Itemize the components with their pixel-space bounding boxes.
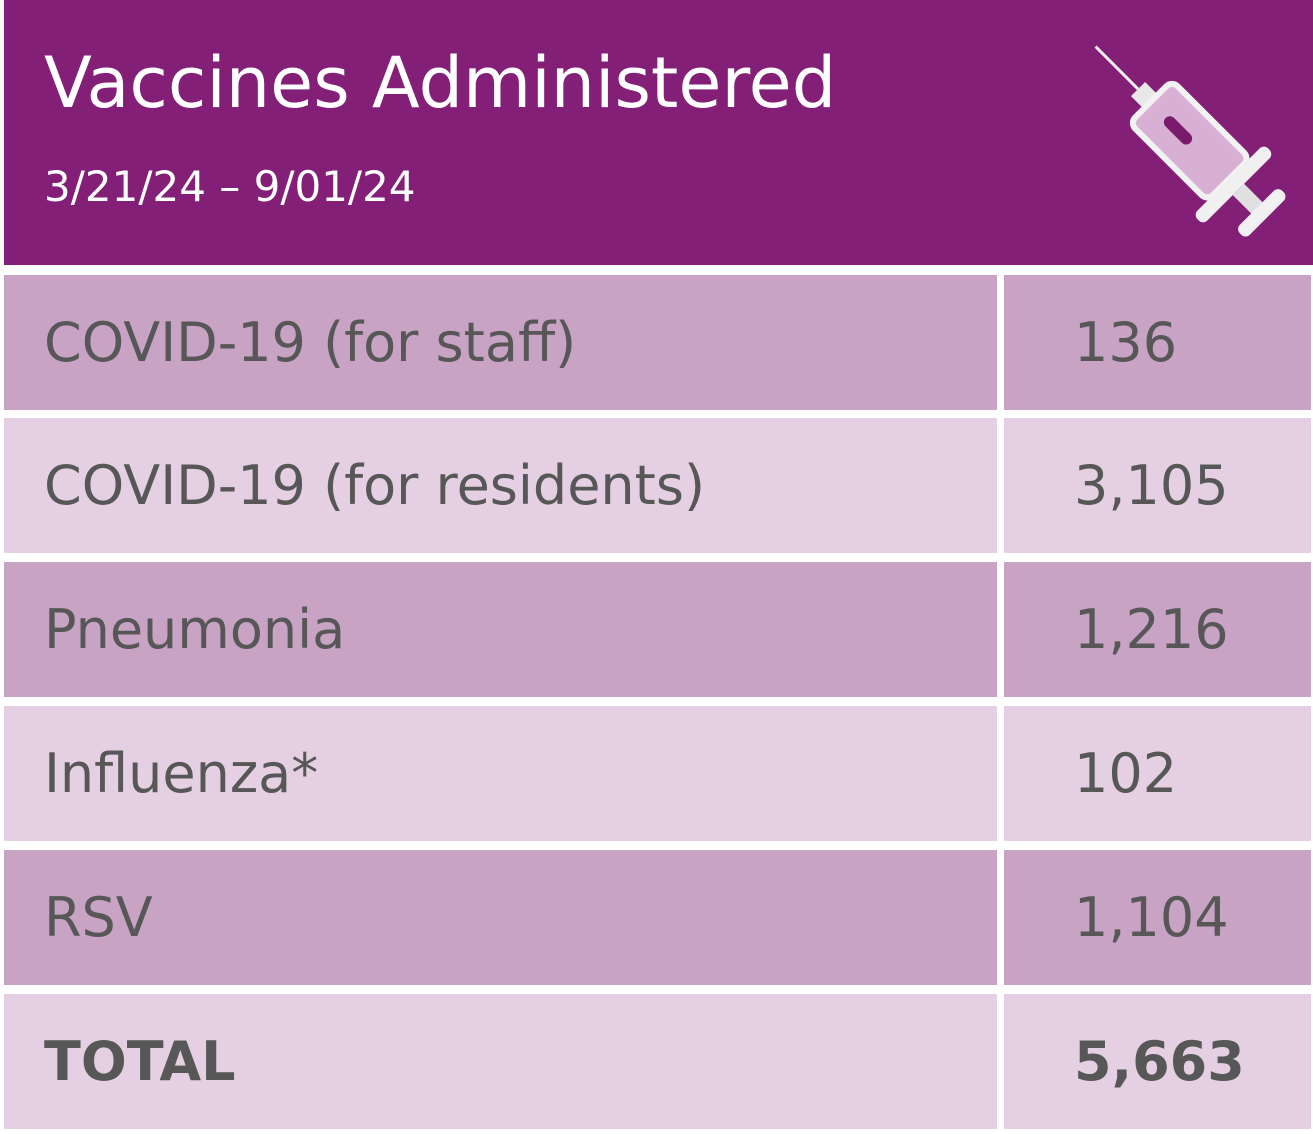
vaccine-count: 1,216 bbox=[1004, 562, 1311, 697]
vaccine-count: 3,105 bbox=[1004, 418, 1311, 553]
vaccine-count: 136 bbox=[1004, 275, 1311, 410]
table-row: Pneumonia 1,216 bbox=[0, 562, 1313, 697]
table-row: RSV 1,104 bbox=[0, 850, 1313, 985]
vaccine-count: 1,104 bbox=[1004, 850, 1311, 985]
table-row: COVID-19 (for staff) 136 bbox=[0, 275, 1313, 410]
subtitle: 3/21/24 – 9/01/24 bbox=[44, 162, 416, 211]
vaccine-name: Influenza* bbox=[4, 706, 997, 841]
vaccine-name: RSV bbox=[4, 850, 997, 985]
syringe-icon bbox=[1094, 45, 1286, 237]
header: Vaccines Administered 3/21/24 – 9/01/24 bbox=[4, 0, 1313, 265]
table-row: Influenza* 102 bbox=[0, 706, 1313, 841]
table-row: TOTAL 5,663 bbox=[0, 994, 1313, 1129]
title: Vaccines Administered bbox=[44, 42, 837, 124]
table-row: COVID-19 (for residents) 3,105 bbox=[0, 418, 1313, 553]
vaccine-name: COVID-19 (for staff) bbox=[4, 275, 997, 410]
vaccine-name: Pneumonia bbox=[4, 562, 997, 697]
vaccine-name: COVID-19 (for residents) bbox=[4, 418, 997, 553]
vaccine-name: TOTAL bbox=[4, 994, 997, 1129]
vaccine-count: 102 bbox=[1004, 706, 1311, 841]
vaccine-count: 5,663 bbox=[1004, 994, 1311, 1129]
